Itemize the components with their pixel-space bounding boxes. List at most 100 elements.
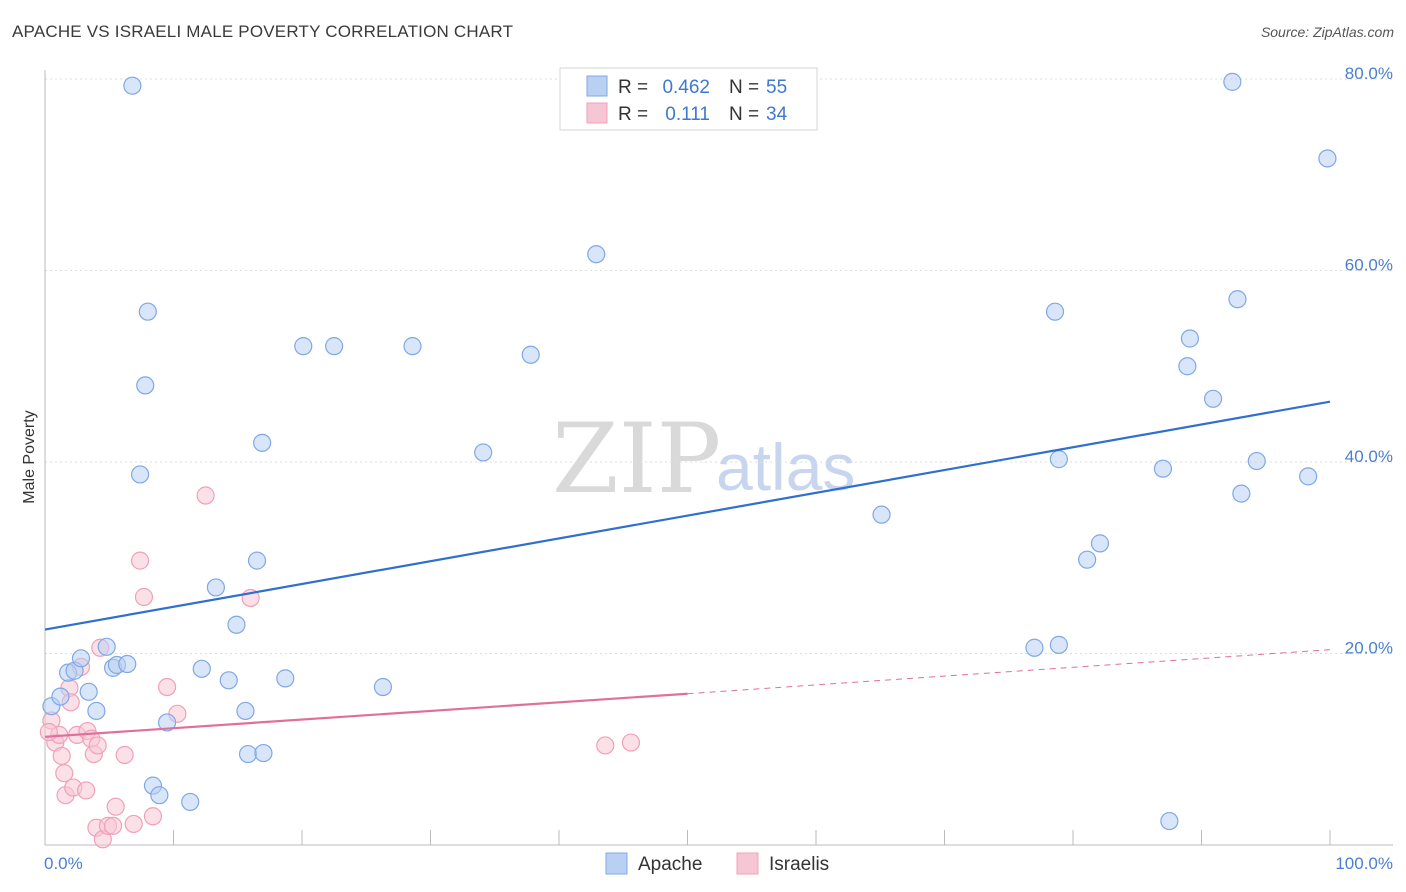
israelis-point <box>157 677 177 697</box>
apache-point <box>587 245 606 264</box>
apache-point <box>150 786 169 805</box>
apache-series-label: Apache <box>638 854 702 875</box>
israelis-point <box>55 764 74 783</box>
apache-point <box>474 443 493 462</box>
israelis-point <box>39 722 58 742</box>
israelis-r-label: R = <box>618 104 648 125</box>
israelis-point <box>143 807 163 826</box>
apache-point <box>157 713 177 732</box>
y-axis-label: Male Poverty <box>21 410 38 503</box>
israelis-point <box>134 587 154 607</box>
apache-point <box>325 337 344 356</box>
israelis-series-swatch <box>736 852 759 875</box>
israelis-r-value: 0.111 <box>665 104 710 125</box>
israelis-point <box>196 486 215 505</box>
apache-point <box>276 669 295 688</box>
apache-point <box>219 671 238 690</box>
apache-legend-swatch <box>586 75 608 97</box>
apache-point <box>1247 451 1266 471</box>
apache-point <box>294 337 313 356</box>
israelis-point <box>115 745 134 765</box>
apache-point <box>247 551 267 570</box>
apache-point <box>227 615 246 634</box>
israelis-point <box>104 816 123 835</box>
x-tick-label-max: 100.0% <box>1335 854 1393 873</box>
y-tick-label: 80.0% <box>1345 64 1393 83</box>
apache-point <box>1045 302 1065 321</box>
apache-point <box>1180 329 1200 348</box>
apache-point <box>1318 149 1337 168</box>
apache-point <box>1049 635 1068 654</box>
israelis-n-value: 34 <box>766 104 788 125</box>
x-tick-label-min: 0.0% <box>44 854 83 873</box>
apache-point <box>192 659 211 678</box>
y-axis-tick-labels: 20.0% 40.0% 60.0% 80.0% <box>1345 64 1393 658</box>
israelis-n-label: N = <box>729 104 759 125</box>
apache-n-label: N = <box>729 77 759 98</box>
israelis-point <box>106 797 125 816</box>
apache-point <box>123 76 142 95</box>
apache-point <box>1178 357 1197 376</box>
apache-point <box>1223 72 1242 91</box>
apache-point <box>236 701 255 721</box>
series-legend: Apache Israelis <box>605 852 829 875</box>
apache-point <box>87 701 106 721</box>
series-apache-points <box>42 72 1337 831</box>
israelis-point <box>621 733 641 752</box>
apache-point <box>1078 550 1097 569</box>
apache-point <box>181 792 200 812</box>
y-tick-label: 40.0% <box>1345 447 1393 466</box>
apache-point <box>1025 638 1044 657</box>
chart-title: APACHE VS ISRAELI MALE POVERTY CORRELATI… <box>12 22 514 41</box>
apache-point <box>1299 467 1318 486</box>
israelis-trend-line <box>44 692 688 738</box>
source-credit: Source: ZipAtlas.com <box>1260 24 1394 40</box>
israelis-point <box>124 814 143 834</box>
apache-point <box>138 302 157 321</box>
apache-r-value: 0.462 <box>662 77 710 98</box>
apache-point <box>97 637 116 656</box>
apache-r-label: R = <box>618 77 648 98</box>
apache-point <box>1228 290 1247 309</box>
watermark-zip: ZIP <box>552 403 721 515</box>
israelis-trend-extrapolation <box>687 649 1331 695</box>
x-axis-ticks <box>173 830 1331 845</box>
israelis-point <box>130 551 150 570</box>
apache-trend-line <box>44 400 1331 631</box>
apache-point <box>254 743 273 763</box>
trend-lines <box>44 400 1331 738</box>
apache-point <box>1049 450 1068 469</box>
apache-point <box>253 433 272 452</box>
apache-n-value: 55 <box>766 77 787 98</box>
israelis-point <box>88 736 107 755</box>
apache-point <box>238 744 258 764</box>
israelis-point <box>596 736 615 755</box>
y-tick-label: 60.0% <box>1345 256 1393 275</box>
apache-point <box>1153 459 1173 478</box>
stats-legend: R = 0.462 N = 55 R = 0.111 N = 34 <box>559 67 818 131</box>
apache-point <box>373 677 393 697</box>
apache-point <box>1160 811 1179 831</box>
israelis-point <box>77 781 96 800</box>
apache-series-swatch <box>605 852 628 875</box>
watermark-atlas: atlas <box>716 430 855 504</box>
apache-point <box>872 505 891 524</box>
series-israelis-points <box>39 486 641 849</box>
y-tick-label: 20.0% <box>1345 639 1393 658</box>
apache-point <box>118 654 137 674</box>
israelis-legend-swatch <box>586 102 608 124</box>
apache-point <box>1090 534 1110 553</box>
apache-point <box>206 578 226 597</box>
israelis-series-label: Israelis <box>769 854 829 875</box>
apache-point <box>130 465 150 484</box>
apache-point <box>1203 389 1223 408</box>
apache-point <box>1232 484 1251 503</box>
apache-point <box>79 682 98 701</box>
apache-point <box>521 345 540 364</box>
apache-point <box>51 687 70 706</box>
israelis-point <box>52 746 71 766</box>
apache-point <box>71 649 91 668</box>
apache-point <box>403 337 422 356</box>
apache-point <box>136 376 155 395</box>
